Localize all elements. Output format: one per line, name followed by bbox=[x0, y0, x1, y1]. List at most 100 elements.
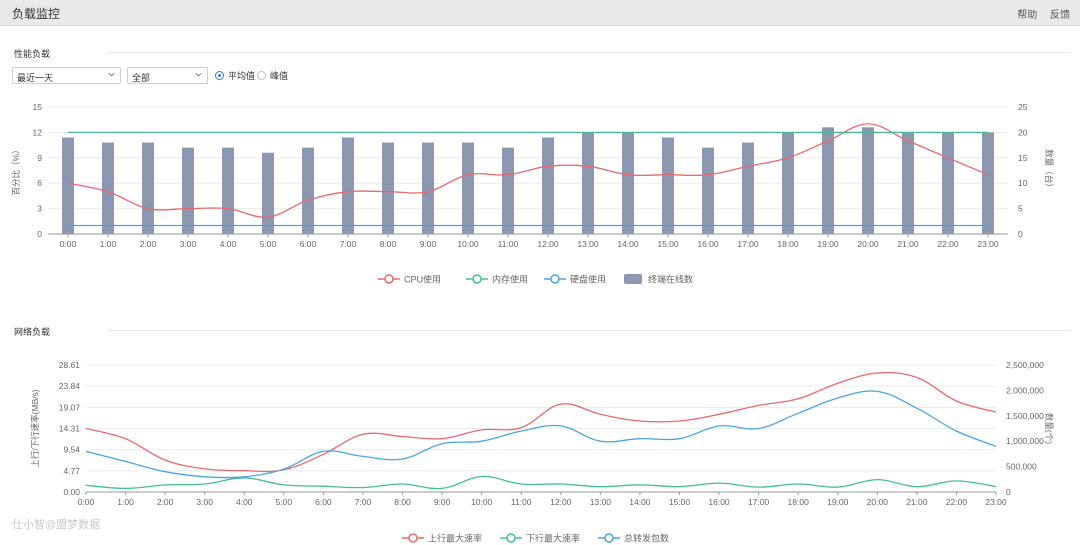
x-tick-label: 3:00 bbox=[180, 239, 197, 249]
x-tick-label: 5:00 bbox=[260, 239, 277, 249]
x-tick-label: 18:00 bbox=[788, 497, 810, 507]
scope-value: 全部 bbox=[132, 73, 151, 83]
x-tick-label: 23:00 bbox=[985, 497, 1007, 507]
y-right-tick-label: 500,000 bbox=[1006, 462, 1037, 472]
peak-radio-label: 峰值 bbox=[270, 71, 289, 81]
bar-online-terminals bbox=[782, 132, 794, 234]
x-tick-label: 17:00 bbox=[737, 239, 759, 249]
x-tick-label: 12:00 bbox=[537, 239, 559, 249]
bar-online-terminals bbox=[222, 147, 234, 234]
x-tick-label: 3:00 bbox=[196, 497, 213, 507]
scope-select[interactable]: 全部 bbox=[127, 67, 208, 84]
average-radio[interactable]: 平均值 bbox=[215, 69, 255, 82]
x-tick-label: 23:00 bbox=[977, 239, 999, 249]
peak-radio[interactable]: 峰值 bbox=[257, 69, 288, 82]
legend-dot-icon bbox=[506, 533, 516, 543]
legend-label: 内存使用 bbox=[492, 274, 528, 285]
x-tick-label: 16:00 bbox=[708, 497, 730, 507]
bar-online-terminals bbox=[302, 147, 314, 234]
y-right-axis-label: 数量(个) bbox=[1044, 413, 1054, 444]
time-range-select[interactable]: 最近一天 bbox=[12, 67, 121, 84]
legend-label: 总转发包数 bbox=[624, 533, 669, 544]
legend-item[interactable]: 上行最大速率 bbox=[402, 533, 482, 544]
bar-online-terminals bbox=[182, 147, 194, 234]
network-chart: 0.00 4.77 9.54 14.31 19.07 23.84 28.61 0 500,000… bbox=[30, 360, 1054, 544]
x-tick-label: 14:00 bbox=[617, 239, 639, 249]
legend-label: 终端在线数 bbox=[648, 274, 693, 285]
legend-dot-icon bbox=[550, 274, 560, 284]
y-tick-label: 14.31 bbox=[59, 424, 81, 434]
legend-item[interactable]: 硬盘使用 bbox=[544, 274, 606, 285]
series-line-cpu bbox=[67, 123, 989, 218]
perf-section-rule bbox=[108, 52, 1070, 53]
legend-label: 硬盘使用 bbox=[570, 274, 606, 285]
bar-online-terminals bbox=[382, 142, 394, 234]
y-tick-label: 3 bbox=[37, 204, 42, 214]
bar-online-terminals bbox=[62, 137, 74, 234]
x-tick-label: 20:00 bbox=[867, 497, 889, 507]
bar-online-terminals bbox=[942, 132, 954, 234]
bar-online-terminals bbox=[502, 147, 514, 234]
x-tick-label: 8:00 bbox=[380, 239, 397, 249]
y-tick-label: 28.61 bbox=[59, 360, 81, 370]
bar-online-terminals bbox=[862, 127, 874, 234]
x-tick-label: 10:00 bbox=[457, 239, 479, 249]
bar-online-terminals bbox=[582, 132, 594, 234]
x-tick-label: 14:00 bbox=[629, 497, 651, 507]
x-tick-label: 0:00 bbox=[60, 239, 77, 249]
legend-item[interactable]: 终端在线数 bbox=[624, 274, 693, 285]
x-tick-label: 20:00 bbox=[857, 239, 879, 249]
y-tick-label: 19.07 bbox=[59, 402, 81, 412]
x-tick-label: 17:00 bbox=[748, 497, 770, 507]
x-tick-label: 8:00 bbox=[394, 497, 411, 507]
chevron-down-icon bbox=[108, 72, 115, 77]
x-tick-label: 19:00 bbox=[817, 239, 839, 249]
series-line-packets bbox=[85, 390, 997, 479]
bar-online-terminals bbox=[662, 137, 674, 234]
legend-label: 上行最大速率 bbox=[428, 533, 482, 544]
series-line-down bbox=[85, 475, 997, 490]
y-right-tick-label: 10 bbox=[1018, 178, 1028, 188]
legend-item[interactable]: 下行最大速率 bbox=[500, 533, 580, 544]
y-right-tick-label: 2,500,000 bbox=[1006, 360, 1044, 370]
help-link[interactable]: 帮助 bbox=[1017, 10, 1038, 21]
legend-dot-icon bbox=[408, 533, 418, 543]
x-tick-label: 4:00 bbox=[220, 239, 237, 249]
legend-item[interactable]: 内存使用 bbox=[466, 274, 528, 285]
legend-dot-icon bbox=[604, 533, 614, 543]
x-tick-label: 1:00 bbox=[117, 497, 134, 507]
x-tick-label: 9:00 bbox=[434, 497, 451, 507]
watermark: 仕小智@盟梦数据 bbox=[12, 519, 101, 531]
x-tick-label: 6:00 bbox=[300, 239, 317, 249]
x-tick-label: 22:00 bbox=[946, 497, 968, 507]
x-tick-label: 16:00 bbox=[697, 239, 719, 249]
bar-online-terminals bbox=[542, 137, 554, 234]
x-tick-label: 22:00 bbox=[937, 239, 959, 249]
x-tick-label: 11:00 bbox=[511, 497, 532, 507]
bar-online-terminals bbox=[622, 132, 634, 234]
bar-online-terminals bbox=[142, 142, 154, 234]
x-tick-label: 1:00 bbox=[100, 239, 117, 249]
feedback-link[interactable]: 反馈 bbox=[1050, 10, 1070, 21]
series-line-up bbox=[85, 371, 997, 473]
y-tick-label: 6 bbox=[37, 178, 42, 188]
x-tick-label: 6:00 bbox=[315, 497, 332, 507]
legend-label: CPU使用 bbox=[404, 274, 441, 285]
bar-online-terminals bbox=[422, 142, 434, 234]
x-tick-label: 10:00 bbox=[471, 497, 493, 507]
bar-online-terminals bbox=[262, 152, 274, 234]
y-right-tick-label: 25 bbox=[1018, 102, 1028, 112]
legend-item[interactable]: 总转发包数 bbox=[598, 533, 669, 544]
y-axis-label: 上行/下行速率(MB/s) bbox=[30, 389, 40, 468]
network-section-title: 网络负载 bbox=[14, 327, 51, 337]
x-tick-label: 7:00 bbox=[340, 239, 357, 249]
x-tick-label: 7:00 bbox=[355, 497, 372, 507]
bar-online-terminals bbox=[822, 127, 834, 234]
y-right-tick-label: 5 bbox=[1018, 204, 1023, 214]
y-right-axis-label: 数量（台） bbox=[1044, 149, 1054, 192]
average-radio-label: 平均值 bbox=[228, 71, 256, 81]
legend-item[interactable]: CPU使用 bbox=[378, 274, 441, 285]
x-tick-label: 2:00 bbox=[157, 497, 174, 507]
bar-online-terminals bbox=[742, 142, 754, 234]
radio-selected-icon bbox=[215, 71, 224, 80]
